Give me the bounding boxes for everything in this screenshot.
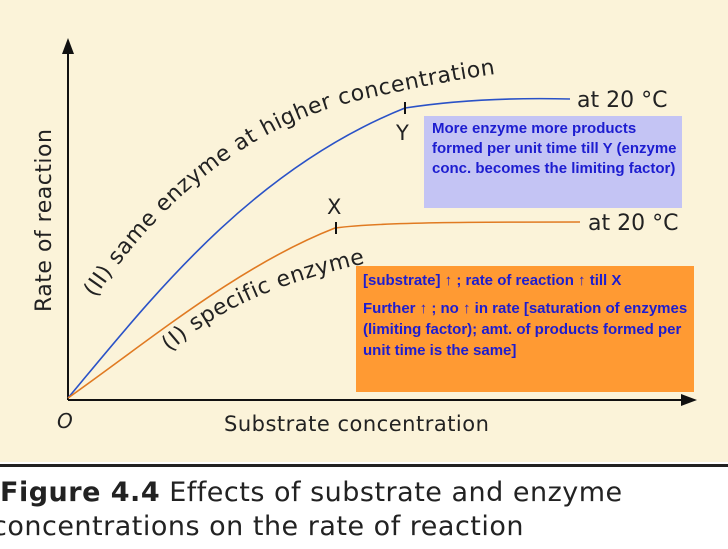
caption-line-1: Figure 4.4 Effects of substrate and enzy… [0,477,623,508]
marker-label-x: X [327,195,341,219]
x-axis-arrow [681,394,697,406]
series-end-label-enzyme-high: at 20 °C [577,88,667,113]
annotation-box-x: [substrate] ↑ ; rate of reaction ↑ till … [356,266,694,392]
rate-chart: Rate of reaction Substrate concentration… [32,38,697,436]
y-axis-arrow [62,38,74,54]
annotation-text-y: More enzyme more products formed per uni… [432,120,677,177]
annotation-box-y: More enzyme more products formed per uni… [424,116,682,208]
series-label-enzyme-specific: (I) specific enzyme [157,245,367,357]
x-axis-label: Substrate concentration [224,412,489,436]
caption-line-2: concentrations on the rate of reaction [0,511,524,542]
caption-label: Figure 4.4 [0,477,161,508]
marker-label-y: Y [395,121,409,145]
series-line-enzyme-specific [67,221,581,399]
annotation-text-x-line1: [substrate] ↑ ; rate of reaction ↑ till … [363,272,622,289]
figure-caption: Figure 4.4 Effects of substrate and enzy… [0,464,728,549]
series-line-enzyme-high [67,97,571,399]
y-axis-label: Rate of reaction [32,129,57,312]
caption-text-2: concentrations on the rate of reaction [0,511,525,542]
series-end-label-enzyme-specific: at 20 °C [588,211,678,236]
caption-text-1: Effects of substrate and enzyme [169,477,623,508]
origin-label: O [57,409,73,433]
annotation-text-x-line2: Further ↑ ; no ↑ in rate [saturation of … [363,300,688,359]
